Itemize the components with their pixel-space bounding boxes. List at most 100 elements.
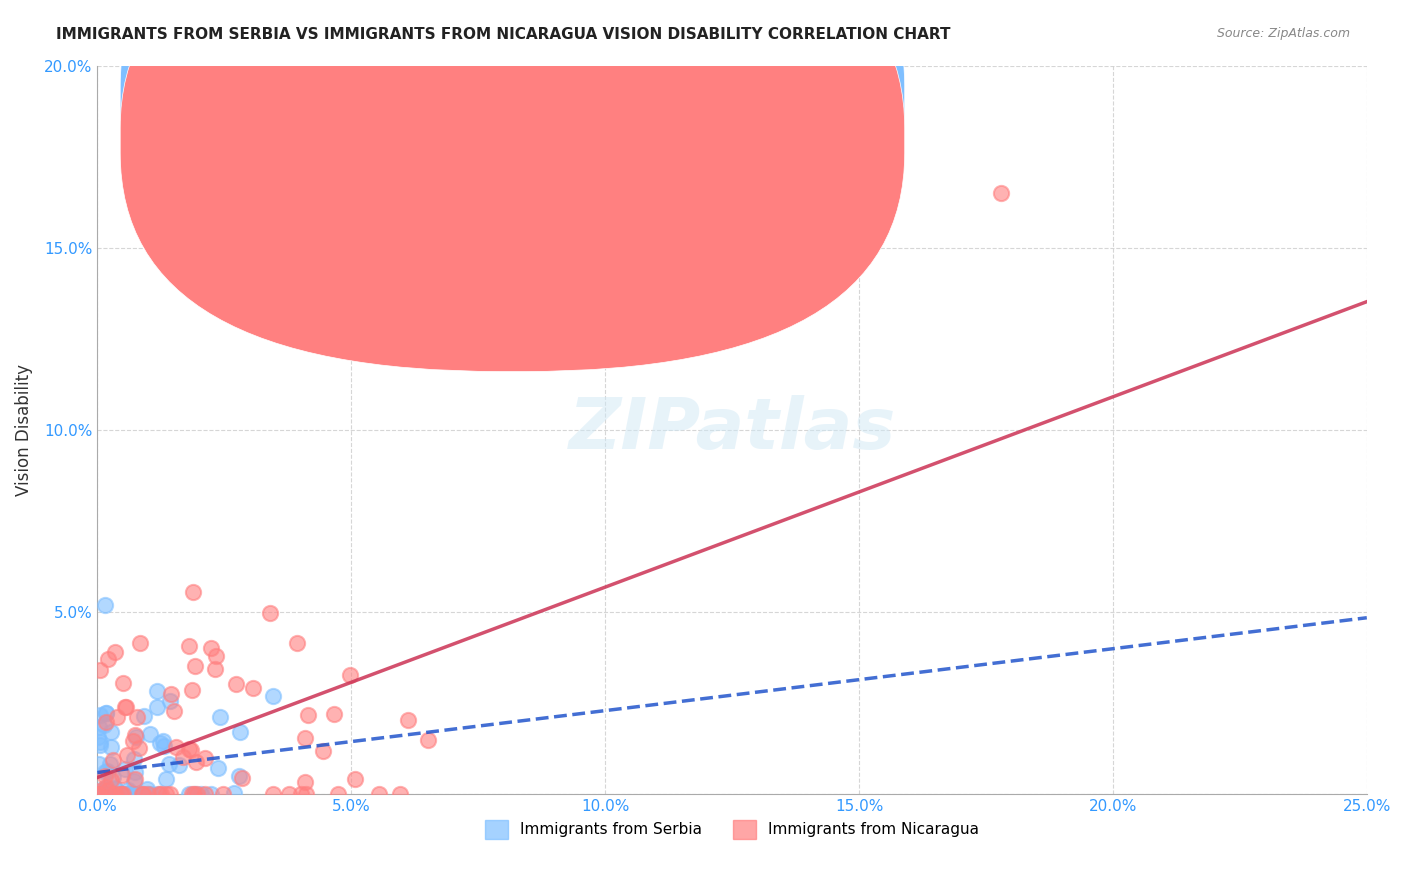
Immigrants from Nicaragua xyxy=(194,750,217,764)
Immigrants from Nicaragua xyxy=(295,787,318,801)
Immigrants from Nicaragua xyxy=(177,640,200,654)
Immigrants from Serbia xyxy=(93,781,115,796)
Text: N = 79: N = 79 xyxy=(630,91,683,106)
Immigrants from Serbia xyxy=(228,769,250,783)
Immigrants from Nicaragua xyxy=(104,787,127,801)
Legend: Immigrants from Serbia, Immigrants from Nicaragua: Immigrants from Serbia, Immigrants from … xyxy=(479,814,986,845)
Immigrants from Nicaragua xyxy=(204,648,226,663)
Immigrants from Serbia xyxy=(177,787,200,801)
Immigrants from Nicaragua xyxy=(294,731,316,745)
Immigrants from Nicaragua xyxy=(328,787,350,801)
Immigrants from Nicaragua xyxy=(183,787,205,801)
Immigrants from Serbia xyxy=(89,787,111,801)
Immigrants from Serbia xyxy=(190,787,212,801)
Immigrants from Nicaragua xyxy=(396,713,419,727)
Immigrants from Nicaragua xyxy=(344,772,367,786)
FancyBboxPatch shape xyxy=(485,73,897,171)
Immigrants from Nicaragua xyxy=(96,780,118,794)
Immigrants from Nicaragua xyxy=(87,784,110,798)
Immigrants from Nicaragua xyxy=(103,753,125,767)
Immigrants from Serbia xyxy=(224,785,246,799)
Immigrants from Serbia xyxy=(104,781,127,796)
Immigrants from Serbia xyxy=(105,787,128,801)
Immigrants from Nicaragua xyxy=(100,773,122,788)
Immigrants from Serbia xyxy=(110,787,132,801)
Immigrants from Serbia xyxy=(124,787,146,801)
Immigrants from Nicaragua xyxy=(389,787,412,801)
Immigrants from Serbia xyxy=(104,787,127,801)
Immigrants from Serbia xyxy=(208,710,231,724)
Immigrants from Serbia xyxy=(124,765,146,780)
Immigrants from Serbia xyxy=(146,683,169,698)
Immigrants from Serbia xyxy=(105,787,128,801)
Immigrants from Serbia xyxy=(152,734,174,748)
Y-axis label: Vision Disability: Vision Disability xyxy=(15,364,32,496)
Immigrants from Serbia xyxy=(207,761,229,775)
Text: R = 0.402: R = 0.402 xyxy=(516,131,593,146)
Immigrants from Serbia xyxy=(110,787,132,801)
Immigrants from Serbia xyxy=(90,787,112,801)
Immigrants from Nicaragua xyxy=(278,787,301,801)
Immigrants from Serbia xyxy=(136,787,159,801)
Immigrants from Serbia xyxy=(228,724,250,739)
Immigrants from Nicaragua xyxy=(117,748,139,763)
Text: IMMIGRANTS FROM SERBIA VS IMMIGRANTS FROM NICARAGUA VISION DISABILITY CORRELATIO: IMMIGRANTS FROM SERBIA VS IMMIGRANTS FRO… xyxy=(56,27,950,42)
Immigrants from Serbia xyxy=(94,706,117,720)
Immigrants from Nicaragua xyxy=(290,787,312,801)
Immigrants from Nicaragua xyxy=(184,659,207,673)
Immigrants from Nicaragua xyxy=(194,787,217,801)
Immigrants from Serbia xyxy=(114,762,136,776)
Immigrants from Serbia xyxy=(96,764,118,778)
Immigrants from Nicaragua xyxy=(138,787,160,801)
Immigrants from Serbia xyxy=(89,738,111,752)
Immigrants from Nicaragua xyxy=(200,641,222,656)
Immigrants from Nicaragua xyxy=(148,787,170,801)
Immigrants from Nicaragua xyxy=(103,787,125,801)
Immigrants from Nicaragua xyxy=(225,676,247,690)
Immigrants from Serbia xyxy=(98,757,121,772)
Immigrants from Nicaragua xyxy=(242,681,264,695)
Immigrants from Nicaragua xyxy=(180,743,202,757)
Immigrants from Serbia xyxy=(86,787,108,801)
Immigrants from Serbia xyxy=(159,694,181,708)
Immigrants from Nicaragua xyxy=(104,644,127,658)
Immigrants from Nicaragua xyxy=(339,668,361,682)
Immigrants from Nicaragua xyxy=(177,741,200,756)
Immigrants from Nicaragua xyxy=(132,787,155,801)
Text: R = 0.241: R = 0.241 xyxy=(516,91,593,106)
Immigrants from Nicaragua xyxy=(96,715,118,730)
Immigrants from Serbia xyxy=(149,736,172,750)
Immigrants from Serbia xyxy=(93,718,115,732)
Immigrants from Serbia xyxy=(100,725,122,739)
Immigrants from Serbia xyxy=(94,765,117,780)
Immigrants from Serbia xyxy=(90,787,112,801)
Immigrants from Serbia xyxy=(103,787,125,801)
Immigrants from Nicaragua xyxy=(114,700,136,714)
Text: ZIPatlas: ZIPatlas xyxy=(568,395,896,465)
Immigrants from Serbia xyxy=(94,787,117,801)
Immigrants from Serbia xyxy=(101,770,124,784)
Text: Source: ZipAtlas.com: Source: ZipAtlas.com xyxy=(1216,27,1350,40)
Immigrants from Serbia xyxy=(100,739,122,754)
Immigrants from Serbia xyxy=(96,706,118,721)
Immigrants from Nicaragua xyxy=(311,744,333,758)
Immigrants from Nicaragua xyxy=(990,186,1012,200)
Immigrants from Serbia xyxy=(96,782,118,797)
Immigrants from Nicaragua xyxy=(163,704,186,718)
Immigrants from Serbia xyxy=(167,758,190,772)
Immigrants from Nicaragua xyxy=(211,787,233,801)
Immigrants from Nicaragua xyxy=(172,750,194,764)
Immigrants from Nicaragua xyxy=(155,787,177,801)
Immigrants from Nicaragua xyxy=(87,787,110,801)
Immigrants from Nicaragua xyxy=(110,787,132,801)
Immigrants from Nicaragua xyxy=(184,755,207,769)
Immigrants from Serbia xyxy=(122,752,145,766)
Immigrants from Serbia xyxy=(101,787,124,801)
Immigrants from Nicaragua xyxy=(96,784,118,798)
Immigrants from Nicaragua xyxy=(125,710,148,724)
Immigrants from Nicaragua xyxy=(416,732,439,747)
Immigrants from Serbia xyxy=(93,787,115,801)
Immigrants from Serbia xyxy=(111,787,134,801)
Immigrants from Nicaragua xyxy=(186,787,208,801)
FancyBboxPatch shape xyxy=(120,0,904,372)
